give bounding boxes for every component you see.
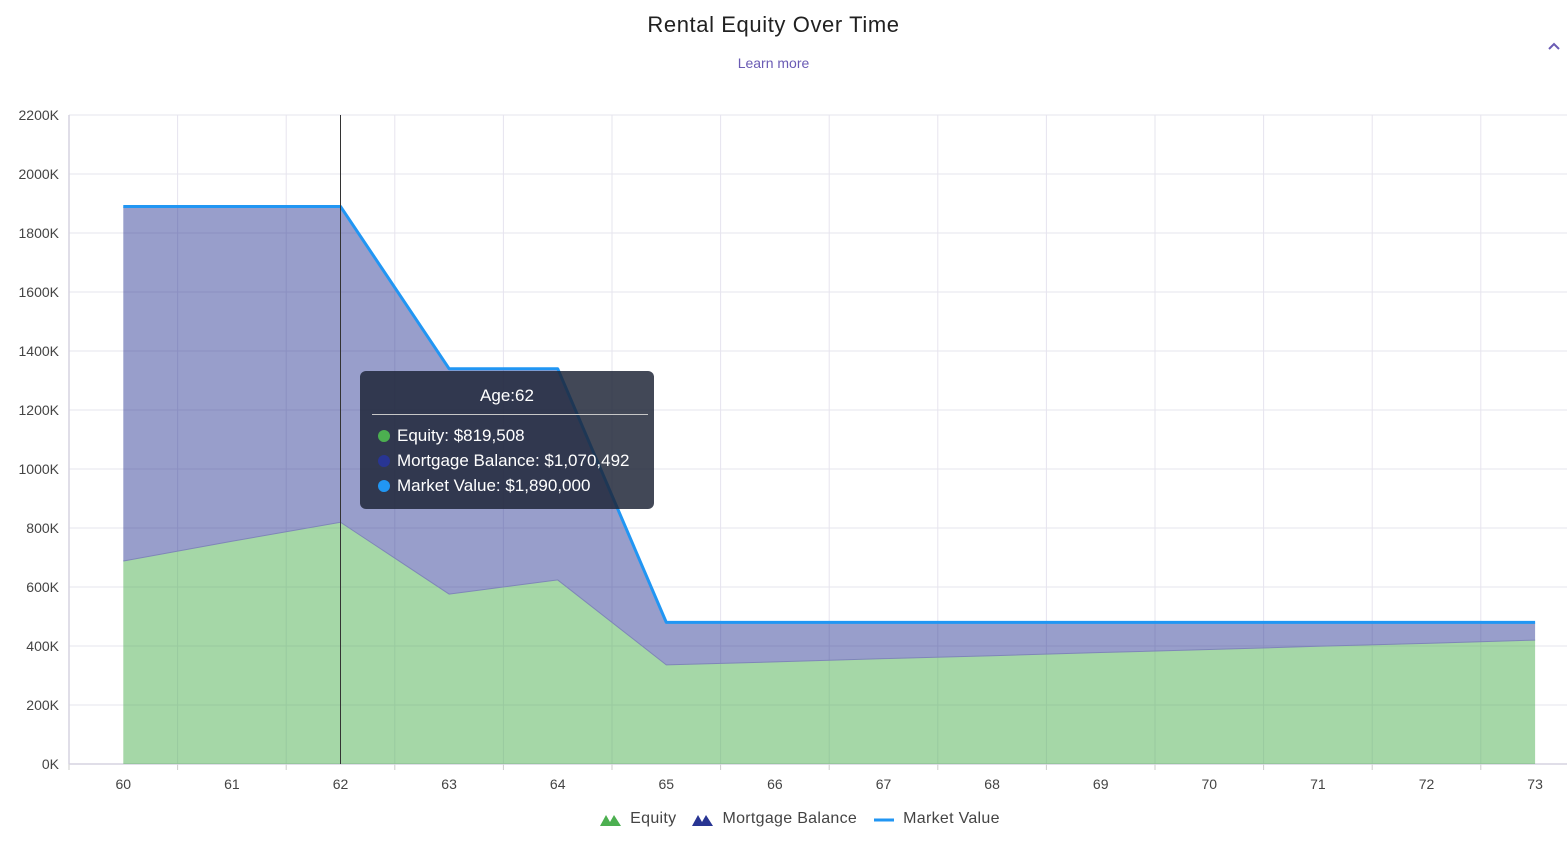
x-tick-label: 67: [876, 776, 892, 792]
tooltip-divider: [372, 414, 648, 415]
x-tick-label: 72: [1419, 776, 1435, 792]
y-tick-label: 800K: [26, 520, 59, 536]
equity-area-icon: [600, 815, 622, 826]
equity-dot-icon: [378, 429, 390, 442]
tooltip-title: Age:62: [480, 386, 534, 405]
tooltip-row-market: Market Value: $1,890,000: [360, 473, 654, 498]
legend-label-equity: Equity: [630, 810, 677, 827]
collapse-button[interactable]: [1544, 36, 1564, 56]
tooltip-row-mortgage: Mortgage Balance: $1,070,492: [360, 448, 654, 473]
chart-legend: Equity Mortgage Balance Market Value: [0, 810, 1567, 828]
x-tick-label: 62: [333, 776, 349, 792]
y-tick-label: 0K: [42, 756, 60, 772]
equity-edge: [123, 521, 1536, 666]
legend-label-market: Market Value: [903, 810, 1000, 827]
tooltip-market-value: Market Value: $1,890,000: [397, 475, 591, 495]
area-chart[interactable]: 0K 200K 400K 600K 800K 1000K 1200K 1400K 1600K 18…: [0, 0, 1567, 800]
legend-item-market[interactable]: Market Value: [873, 810, 1000, 828]
y-tick-label: 2000K: [19, 166, 60, 182]
x-tick-label: 69: [1093, 776, 1109, 792]
x-tick-label: 60: [116, 776, 132, 792]
x-tick-label: 65: [659, 776, 675, 792]
market-line-icon: [874, 818, 895, 822]
y-tick-label: 2200K: [19, 107, 60, 123]
chart-tooltip: Age:62 Equity: $819,508 Mortgage Balance…: [360, 371, 654, 509]
legend-item-equity[interactable]: Equity: [600, 810, 676, 828]
equity-area: [123, 522, 1536, 764]
x-tick-label: 73: [1527, 776, 1543, 792]
x-tick-label: 64: [550, 776, 566, 792]
y-tick-label: 1800K: [19, 225, 60, 241]
x-tick-label: 63: [441, 776, 457, 792]
y-tick-label: 400K: [26, 638, 59, 654]
y-tick-label: 600K: [26, 579, 59, 595]
y-tick-label: 200K: [26, 697, 59, 713]
y-tick-label: 1200K: [19, 402, 60, 418]
y-tick-label: 1000K: [19, 461, 60, 477]
legend-label-mortgage: Mortgage Balance: [722, 810, 858, 827]
mortgage-dot-icon: [378, 454, 390, 467]
tooltip-mortgage-value: Mortgage Balance: $1,070,492: [397, 450, 630, 470]
x-tick-label: 70: [1202, 776, 1218, 792]
x-tick-label: 68: [984, 776, 1000, 792]
market-dot-icon: [378, 479, 390, 492]
y-tick-label: 1600K: [19, 284, 60, 300]
tooltip-equity-value: Equity: $819,508: [397, 425, 525, 445]
y-tick-label: 1400K: [19, 343, 60, 359]
chevron-up-icon: [1548, 42, 1560, 50]
tooltip-row-equity: Equity: $819,508: [360, 423, 654, 448]
chart-title: Rental Equity Over Time: [647, 12, 900, 37]
market-value-line: [123, 204, 1536, 624]
x-tick-label: 66: [767, 776, 783, 792]
legend-item-mortgage[interactable]: Mortgage Balance: [692, 810, 857, 828]
learn-more-link[interactable]: Learn more: [737, 55, 810, 71]
mortgage-area-icon: [692, 815, 714, 826]
mortgage-balance-area: [123, 206, 1536, 665]
x-tick-label: 61: [224, 776, 240, 792]
x-tick-label: 71: [1310, 776, 1326, 792]
